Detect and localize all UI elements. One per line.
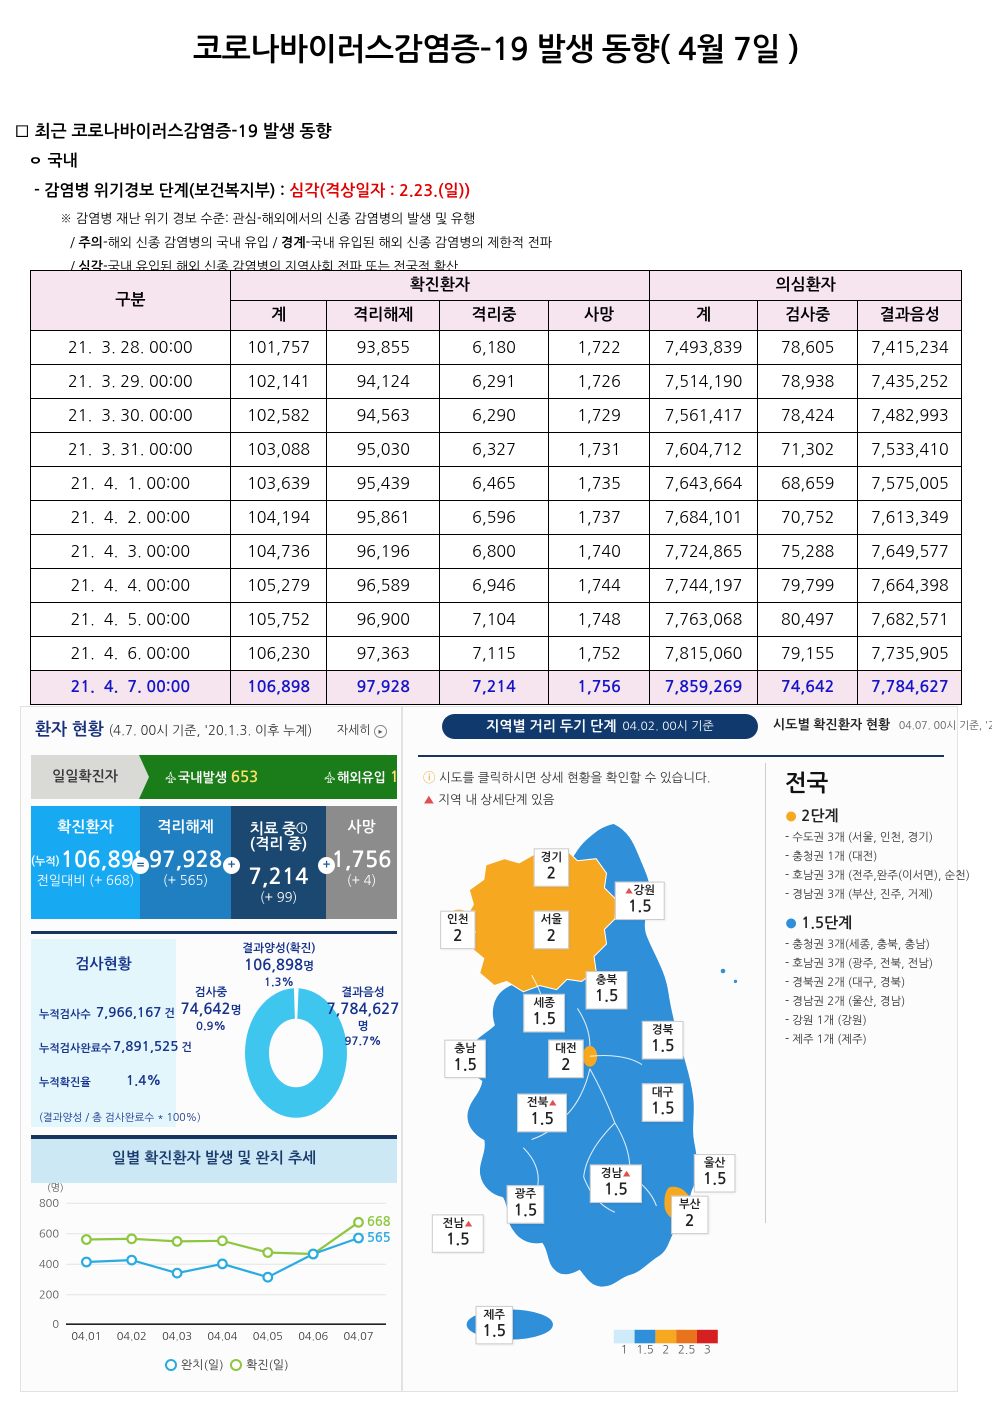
svg-text:04.06: 04.06 (298, 1331, 328, 1342)
svg-text:600: 600 (39, 1229, 59, 1240)
svg-text:(명): (명) (47, 1183, 64, 1193)
svg-text:04.01: 04.01 (71, 1331, 101, 1342)
svg-text:200: 200 (39, 1290, 59, 1301)
svg-text:04.04: 04.04 (207, 1331, 237, 1342)
svg-text:0: 0 (52, 1319, 59, 1330)
svg-text:04.07: 04.07 (344, 1331, 374, 1342)
svg-text:04.03: 04.03 (162, 1331, 192, 1342)
svg-text:668: 668 (367, 1215, 391, 1228)
svg-text:완치(일): 완치(일) (181, 1358, 224, 1371)
svg-text:400: 400 (39, 1259, 59, 1270)
svg-text:확진(일): 확진(일) (246, 1358, 289, 1371)
svg-text:04.02: 04.02 (117, 1331, 147, 1342)
svg-text:565: 565 (367, 1231, 391, 1244)
svg-text:04.05: 04.05 (253, 1331, 283, 1342)
svg-text:800: 800 (39, 1198, 59, 1209)
